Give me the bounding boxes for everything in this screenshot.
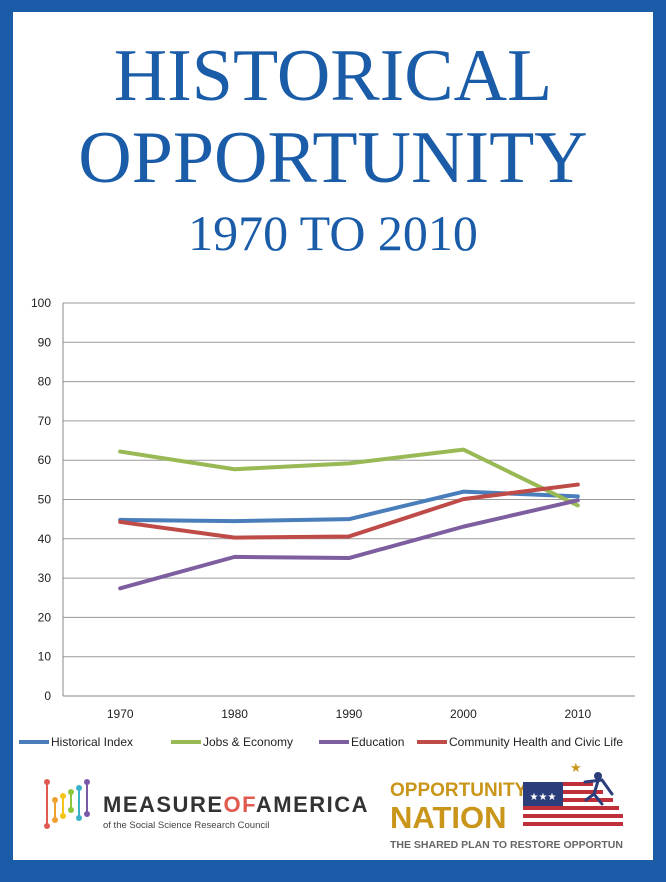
chart-series	[118, 447, 580, 591]
series-line-community-health-and-civic-life	[118, 482, 580, 540]
series-line-jobs-economy	[118, 447, 580, 508]
line-chart: 0 10 20 30 40 50 60 70 80 90 100 1970 1980 1990 2000 2…	[19, 296, 635, 749]
x-axis-ticks: 1970 1980 1990 2000 2010	[107, 707, 592, 721]
svg-text:★: ★	[570, 760, 582, 775]
y-tick-label: 0	[44, 689, 51, 703]
y-tick-label: 20	[38, 610, 52, 624]
svg-text:★★★: ★★★	[530, 792, 557, 803]
y-tick-label: 10	[38, 650, 52, 664]
y-tick-label: 50	[38, 493, 52, 507]
moa-bars-icon	[44, 779, 90, 829]
x-tick-label: 2010	[564, 707, 591, 721]
moa-name-part2: OF	[224, 792, 256, 817]
on-line1: OPPORTUNITY	[390, 780, 528, 801]
moa-name-part3: AMERICA	[256, 792, 369, 817]
reaching-figure-icon: ★	[570, 760, 614, 806]
x-tick-label: 1980	[221, 707, 248, 721]
y-tick-label: 100	[31, 296, 51, 310]
poster: HISTORICAL OPPORTUNITY 1970 TO 2010 0 10 2…	[13, 12, 653, 860]
on-line2: NATION	[390, 800, 507, 835]
y-tick-label: 90	[38, 335, 52, 349]
x-tick-label: 2000	[450, 707, 477, 721]
y-tick-label: 30	[38, 571, 52, 585]
y-axis-ticks: 0 10 20 30 40 50 60 70 80 90 100	[31, 296, 51, 703]
title-line-2: OPPORTUNITY	[78, 117, 588, 199]
svg-text:MEASUREOFAMERICA: MEASUREOFAMERICA	[103, 792, 369, 817]
legend-label: Community Health and Civic Life	[449, 735, 623, 749]
x-tick-label: 1970	[107, 707, 134, 721]
legend-label: Jobs & Economy	[203, 735, 293, 749]
series-line-education	[118, 498, 580, 591]
x-tick-label: 1990	[336, 707, 363, 721]
legend-label: Education	[351, 735, 404, 749]
subtitle: 1970 TO 2010	[188, 205, 478, 261]
on-tagline: THE SHARED PLAN TO RESTORE OPPORTUNITY	[390, 839, 623, 851]
y-tick-label: 40	[38, 532, 52, 546]
y-tick-label: 60	[38, 453, 52, 467]
title-line-1: HISTORICAL	[113, 35, 553, 117]
y-tick-label: 80	[38, 375, 52, 389]
moa-tagline: of the Social Science Research Council	[103, 820, 269, 831]
opportunity-nation-logo: OPPORTUNITY NATION ★★★ ★ THE SHARED PLAN…	[390, 760, 623, 851]
moa-name-part1: MEASURE	[103, 792, 224, 817]
y-tick-label: 70	[38, 414, 52, 428]
chart-legend: Historical Index Jobs & Economy Education C…	[19, 735, 623, 749]
legend-label: Historical Index	[51, 735, 133, 749]
measure-of-america-logo: MEASUREOFAMERICA of the Social Science R…	[44, 779, 369, 831]
chart-gridlines	[62, 302, 635, 697]
